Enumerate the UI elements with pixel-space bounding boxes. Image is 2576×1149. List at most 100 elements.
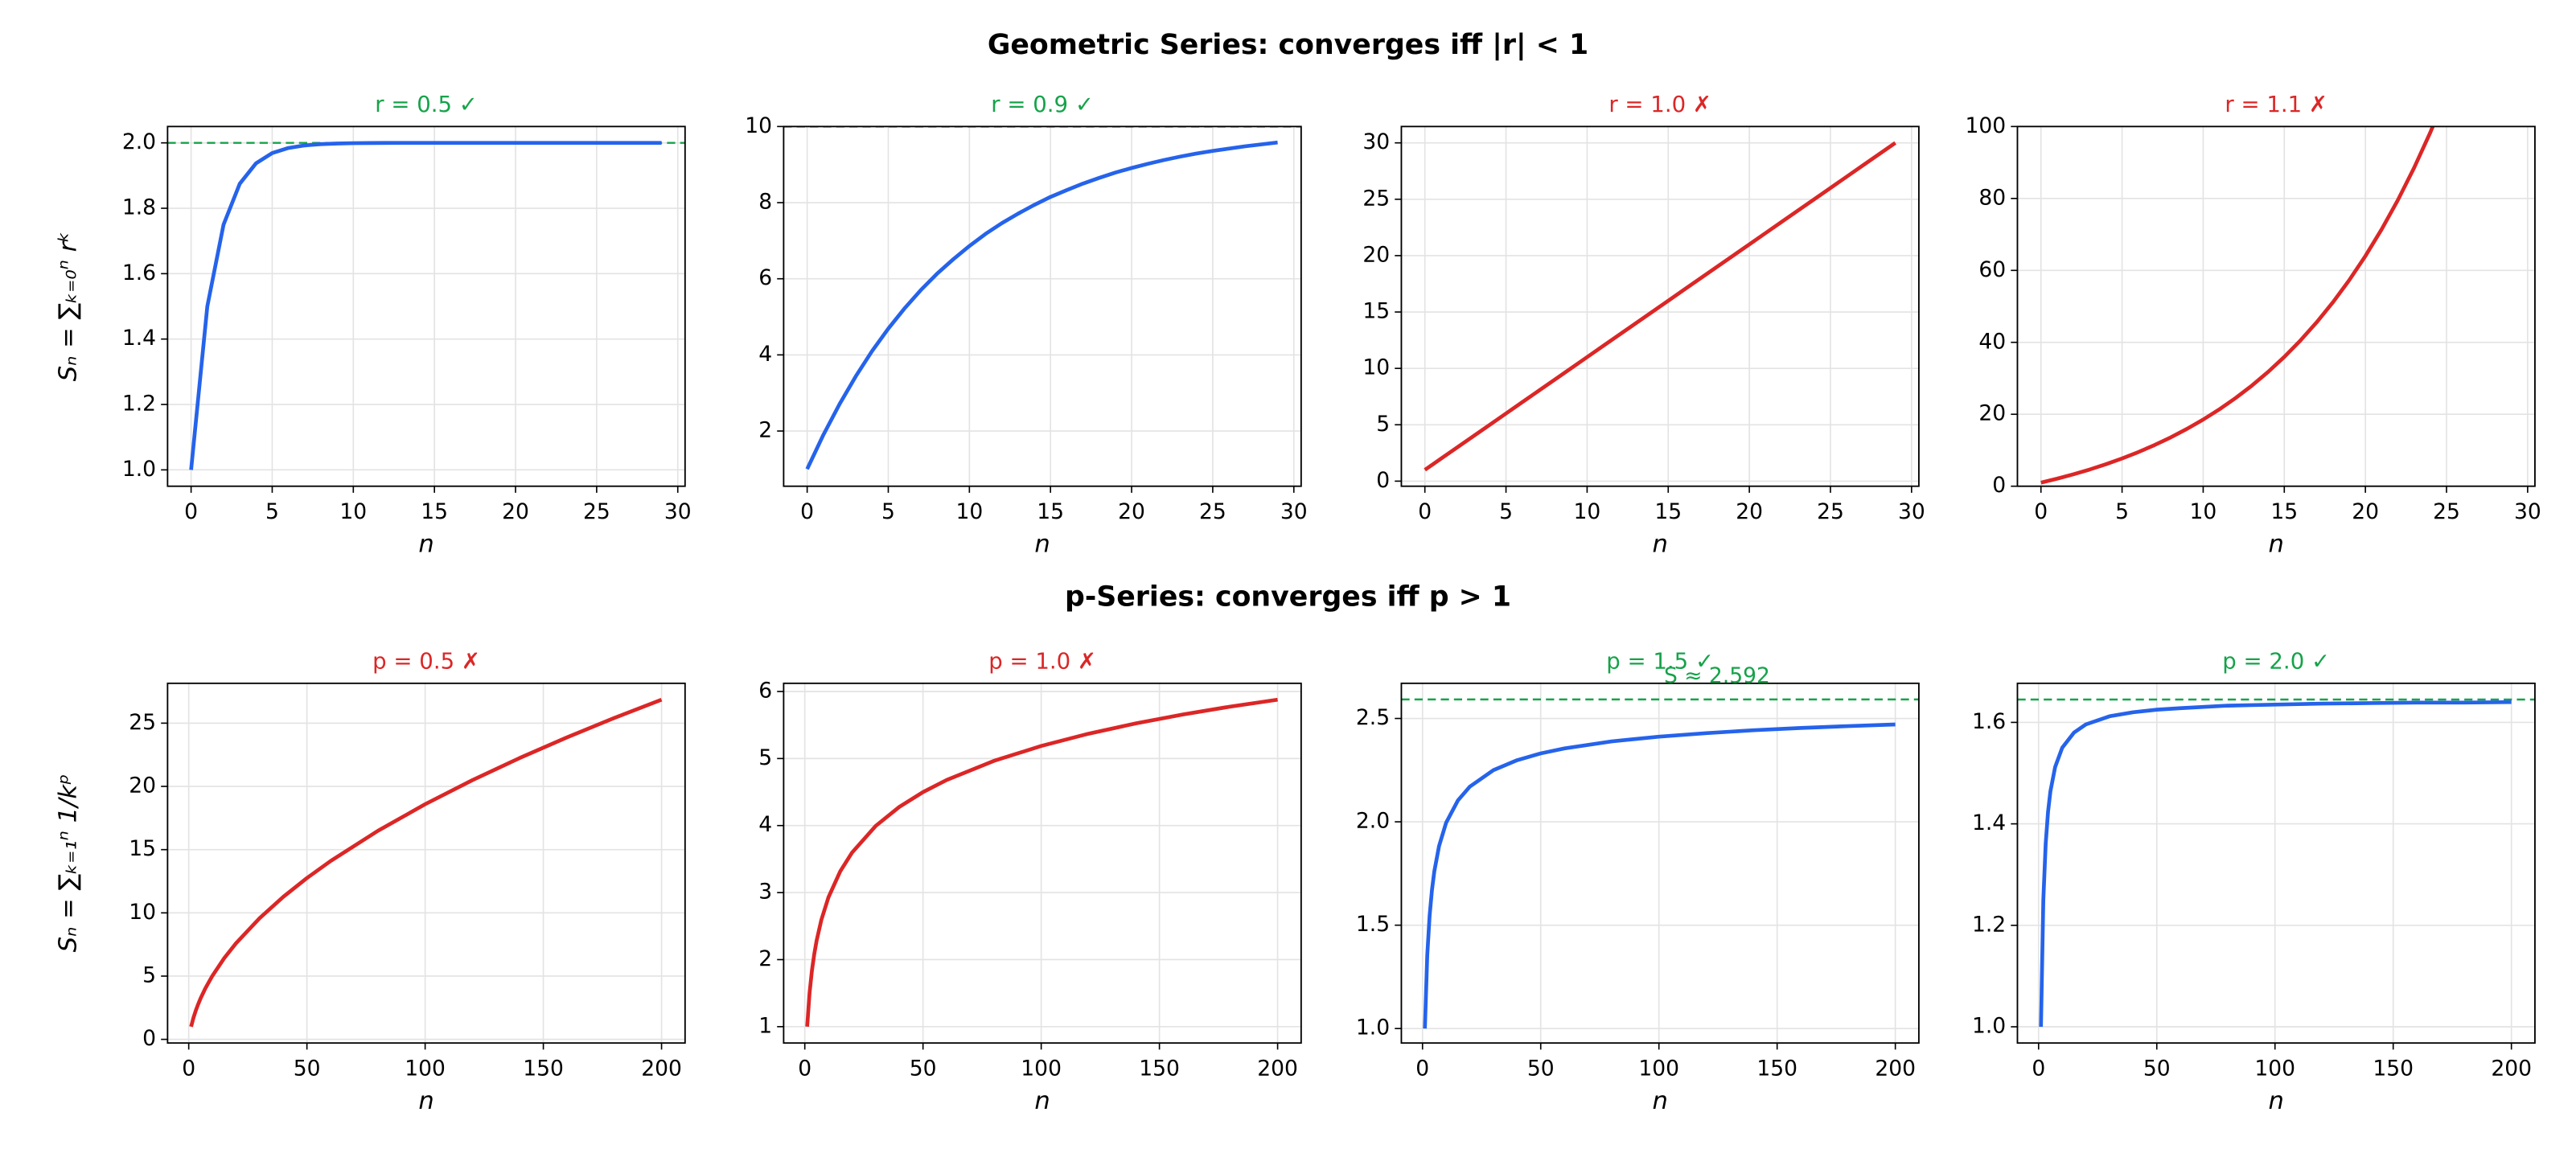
y-tick-label: 80 (1978, 185, 2006, 210)
x-tick-label: 200 (1257, 1056, 1298, 1081)
y-tick-label: 4 (758, 812, 772, 837)
y-tick-label: 6 (758, 265, 772, 290)
x-tick-label: 25 (1199, 499, 1226, 524)
plot-area (1424, 141, 1896, 472)
x-tick-label: 100 (1021, 1056, 1062, 1081)
x-tick-label: 150 (1756, 1056, 1797, 1081)
series-line (1423, 722, 1896, 1029)
axes-frame (166, 125, 686, 487)
y-tick-label: 25 (129, 710, 156, 735)
subplot: 0 50 100 150 200 1.0 1.5 2.0 2.5 p = 1.5 ✓ n S ≈ 2.… (1356, 647, 1920, 1115)
x-tick-label: 30 (1280, 499, 1308, 524)
x-tick-label: 0 (798, 1056, 811, 1081)
y-tick-label: 5 (758, 745, 772, 770)
x-tick-label: 200 (1875, 1056, 1916, 1081)
x-tick-label: 50 (2143, 1056, 2171, 1081)
subplot-title: p = 1.0 ✗ (988, 647, 1096, 674)
x-tick-label: 15 (421, 499, 448, 524)
axes-frame (1400, 125, 1920, 487)
x-tick-label: 200 (641, 1056, 682, 1081)
y-tick-label: 40 (1978, 329, 2006, 354)
subplot: 0 5 10 15 20 25 30 2 4 6 8 10 r = 0.9 ✓ n (745, 91, 1307, 559)
axes-frame (783, 125, 1302, 487)
y-tick-label: 30 (1362, 129, 1390, 154)
plot-area (167, 141, 685, 470)
y-tick-label: 1.4 (122, 326, 156, 351)
subplot-title: p = 1.5 ✓ (1606, 647, 1714, 674)
y-tick-label: 1.0 (122, 457, 156, 482)
limit-annotation: S ≈ 2.592 (1664, 663, 1770, 688)
y-tick-label: 2 (758, 946, 772, 971)
x-tick-label: 0 (2032, 1056, 2045, 1081)
x-tick-label: 10 (1574, 499, 1601, 524)
x-tick-label: 20 (2352, 499, 2379, 524)
x-tick-label: 5 (2115, 499, 2129, 524)
y-tick-label: 2.0 (122, 129, 156, 154)
series-line (2039, 700, 2512, 1028)
subplot-title: r = 0.5 ✓ (375, 91, 478, 117)
x-tick-label: 100 (1638, 1056, 1679, 1081)
y-tick-label: 1.2 (122, 392, 156, 417)
x-tick-label: 50 (910, 1056, 937, 1081)
subplot: 0 5 10 15 20 25 30 0 20 40 60 80 100 r = 1.1 ✗ n (1966, 91, 2541, 559)
x-tick-label: 150 (523, 1056, 564, 1081)
y-tick-label: 1.2 (1972, 912, 2006, 937)
series-line (805, 697, 1278, 1028)
y-tick-label: 10 (129, 900, 156, 925)
x-tick-label: 25 (2433, 499, 2460, 524)
x-tick-label: 0 (800, 499, 814, 524)
plot-area (2017, 698, 2535, 1028)
x-tick-label: 10 (955, 499, 983, 524)
x-tick-label: 100 (405, 1056, 446, 1081)
y-tick-label: 100 (1966, 113, 2007, 138)
x-tick-label: 20 (1736, 499, 1763, 524)
y-tick-label: 6 (758, 679, 772, 704)
y-tick-label: 15 (1362, 299, 1390, 324)
y-tick-label: 1 (758, 1013, 772, 1038)
y-tick-label: 20 (1362, 242, 1390, 267)
series-line (805, 140, 1278, 470)
y-tick-label: 8 (758, 190, 772, 215)
y-tick-label: 2.5 (1356, 705, 1390, 730)
x-axis-label: n (1034, 531, 1050, 559)
x-axis-label: n (2268, 1087, 2283, 1115)
x-tick-label: 5 (1499, 499, 1513, 524)
y-tick-label: 10 (745, 113, 772, 138)
x-tick-label: 5 (881, 499, 895, 524)
x-tick-label: 10 (2190, 499, 2217, 524)
y-tick-label: 0 (1992, 473, 2006, 498)
row-title: p-Series: converges iff p > 1 (1065, 581, 1511, 613)
y-tick-label: 0 (142, 1026, 156, 1051)
series-line (189, 141, 662, 470)
x-tick-label: 50 (1527, 1056, 1555, 1081)
y-tick-label: 10 (1362, 355, 1390, 380)
subplot: 0 50 100 150 200 1 2 3 4 5 6 p = 1.0 ✗ n (758, 647, 1302, 1115)
y-tick-label: 0 (1376, 468, 1390, 493)
x-tick-label: 0 (184, 499, 198, 524)
x-tick-label: 20 (502, 499, 529, 524)
subplot-title: r = 0.9 ✓ (991, 91, 1094, 117)
x-tick-label: 15 (1654, 499, 1682, 524)
plot-area (1401, 698, 1919, 1029)
y-tick-label: 1.0 (1356, 1016, 1390, 1040)
series-line (2040, 126, 2435, 485)
x-tick-label: 20 (1118, 499, 1145, 524)
y-tick-label: 4 (758, 342, 772, 367)
y-tick-label: 1.8 (122, 195, 156, 220)
y-tick-label: 3 (758, 880, 772, 905)
x-tick-label: 0 (182, 1056, 195, 1081)
y-tick-label: 1.5 (1356, 912, 1390, 937)
y-tick-label: 2.0 (1356, 809, 1390, 834)
subplot-title: p = 2.0 ✓ (2222, 647, 2330, 674)
y-tick-label: 1.6 (1972, 709, 2006, 734)
x-tick-label: 0 (1418, 499, 1432, 524)
y-tick-label: 15 (129, 836, 156, 861)
x-tick-label: 15 (1037, 499, 1064, 524)
plot-area (783, 126, 1301, 470)
x-tick-label: 30 (2514, 499, 2541, 524)
x-tick-label: 0 (2034, 499, 2048, 524)
x-tick-label: 25 (583, 499, 610, 524)
